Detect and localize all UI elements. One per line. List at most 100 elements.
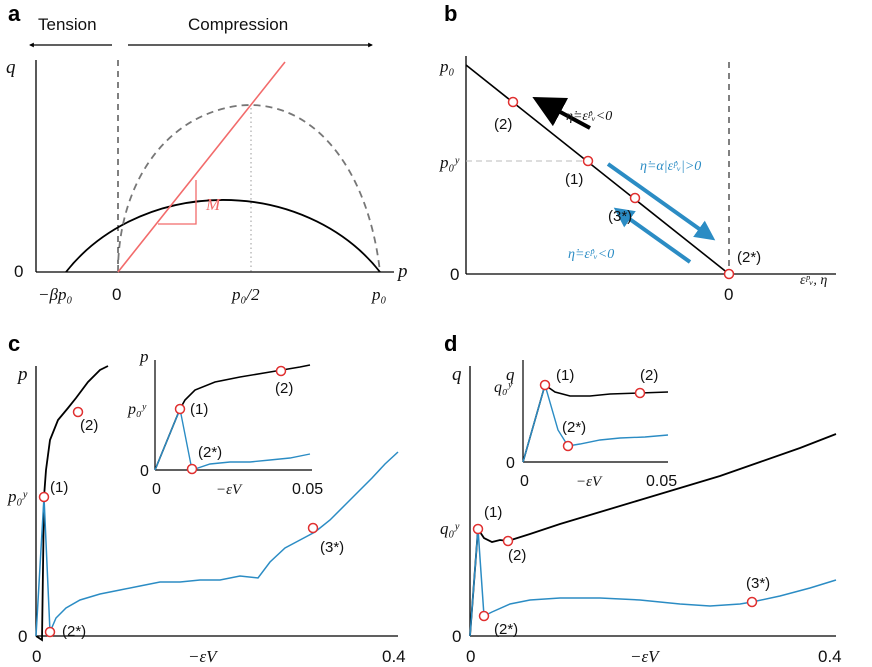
panel-c-point-2star: [44, 626, 56, 638]
panel-d-inset-label-1: (1): [556, 367, 574, 384]
panel-c-inset-ytick-py: p₀ʸ: [127, 401, 147, 418]
panel-d-inset-ytick-0: 0: [506, 455, 515, 472]
panel-b-point-1: [582, 155, 594, 167]
panel-b-ytick-0: 0: [450, 265, 459, 284]
panel-c-inset-undrained: [154, 406, 311, 471]
panel-b-label-3star: (3*): [608, 208, 632, 225]
panel-a-slope-label: M: [205, 195, 221, 214]
panel-c-label: c: [8, 331, 20, 356]
panel-d-ytick-qy: q₀ʸ: [440, 519, 460, 538]
panel-d-drained-line: [469, 433, 837, 637]
panel-d-xtick-0: 0: [466, 647, 475, 666]
panel-d-inset-label-2star: (2*): [562, 419, 586, 436]
panel-a-label: a: [8, 1, 21, 26]
panel-a-csl-line: [117, 61, 286, 273]
panel-d-label-3star: (3*): [746, 575, 770, 592]
panel-c-point-2: [72, 406, 84, 418]
panel-c-inset-ytick-0: 0: [140, 463, 149, 480]
panel-d-xtick-04: 0.4: [818, 647, 842, 666]
panel-a-slope-triangle: [158, 180, 197, 225]
panel-d-inset-xlabel: −εV: [576, 474, 603, 490]
panel-a-xtick-half: p₀/2: [231, 285, 260, 304]
panel-c-label-3star: (3*): [320, 539, 344, 556]
panel-a-xtick-0: 0: [112, 285, 121, 304]
panel-d-point-2: [502, 535, 514, 547]
panel-b-label-2: (2): [494, 116, 512, 133]
panel-a-origin-ellipse: [117, 104, 381, 273]
panel-b-point-2star: [723, 268, 735, 280]
panel-c-inset-xlabel: −εV: [216, 482, 243, 498]
panel-c-point-3star: [307, 522, 319, 534]
panel-a-ylabel: q: [6, 57, 16, 78]
panel-c-undrained-line: [35, 451, 399, 637]
panel-b-xlabel: εᵖᵥ, η: [800, 273, 827, 288]
panel-c-ytick-0: 0: [18, 627, 27, 646]
panel-d: d q q₀ʸ 0 0 0.4 −εV (1) (2) (2*) (3*) (1…: [440, 331, 842, 666]
panel-d-undrained-line: [469, 528, 837, 637]
compression-label: Compression: [188, 15, 288, 34]
panel-b-label: b: [444, 1, 457, 26]
panel-b-label-1: (1): [565, 171, 583, 188]
panel-c-inset-label-2: (2): [275, 380, 293, 397]
panel-b-label-2star: (2*): [737, 249, 761, 266]
panel-c-inset-point-2: [275, 365, 287, 377]
panel-d-label-1: (1): [484, 504, 502, 521]
panel-b: b (2) (1) (3*) (2*) η̇=ε̇ᵖᵥ<0 η̇=α|ε̇ᵖᵥ|…: [439, 1, 836, 304]
panel-d-inset-undrained: [522, 382, 669, 463]
panel-c-inset-label-2star: (2*): [198, 444, 222, 461]
panel-d-xlabel: −εV: [630, 647, 661, 666]
panel-b-arrow-up: [532, 96, 591, 130]
panel-c: c p p₀ʸ 0 0 0.4 −εV (1) (2) (2*) (3*) (1…: [7, 331, 406, 666]
panel-c-label-2star: (2*): [62, 623, 86, 640]
panel-c-xtick-04: 0.4: [382, 647, 406, 666]
panel-b-arrow-back: [613, 207, 692, 264]
panel-b-ytick-p0: p₀: [439, 57, 455, 76]
panel-b-xtick-0: 0: [724, 285, 733, 304]
panel-d-point-2star: [478, 610, 490, 622]
panel-b-point-3star: [629, 192, 641, 204]
panel-a: a Tension Compression M q p 0 −βp₀ 0 p₀/…: [6, 1, 408, 304]
panel-d-inset-point-2: [634, 387, 646, 399]
panel-b-point-2: [507, 96, 519, 108]
panel-a-yield-ellipse: [65, 199, 381, 273]
panel-d-label-2star: (2*): [494, 621, 518, 638]
tension-label: Tension: [38, 15, 97, 34]
panel-c-xtick-0: 0: [32, 647, 41, 666]
panel-c-drained-line: [35, 365, 109, 642]
panel-c-ylabel: p: [16, 364, 28, 385]
panel-a-xtick-p0: p₀: [371, 285, 387, 304]
panel-d-inset-ytick-qy: q₀ʸ: [494, 379, 513, 396]
panel-c-inset-ylabel: p: [139, 347, 149, 366]
panel-c-inset: (1) (2) (2*) p p₀ʸ 0 0 0.05 −εV: [127, 347, 323, 498]
panel-c-label-2: (2): [80, 417, 98, 434]
panel-d-inset-ylabel: q: [506, 365, 515, 384]
panel-d-label-2: (2): [508, 547, 526, 564]
panel-b-arrow-down: [606, 162, 716, 241]
panel-d-inset: (1) (2) (2*) q q₀ʸ 0 0 0.05 −εV: [494, 360, 677, 490]
panel-c-inset-xtick-005: 0.05: [292, 481, 323, 498]
panel-d-point-1: [472, 523, 484, 535]
panel-a-ytick-0: 0: [14, 262, 23, 281]
panel-d-label: d: [444, 331, 457, 356]
panel-c-inset-xtick-0: 0: [152, 481, 161, 498]
panel-d-ylabel: q: [452, 364, 462, 385]
panel-c-point-1: [38, 491, 50, 503]
panel-c-inset-label-1: (1): [190, 401, 208, 418]
panel-d-inset-label-2: (2): [640, 367, 658, 384]
panel-d-inset-xtick-0: 0: [520, 473, 529, 490]
panel-d-inset-point-2star: [562, 440, 574, 452]
panel-d-inset-drained: [522, 383, 669, 463]
panel-b-annot-black: η̇=ε̇ᵖᵥ<0: [566, 109, 612, 124]
panel-a-xlabel: p: [396, 261, 408, 282]
panel-d-inset-xtick-005: 0.05: [646, 473, 677, 490]
panel-c-inset-point-1: [174, 403, 186, 415]
panel-a-xtick-neg-beta: −βp₀: [38, 285, 72, 304]
panel-b-annot-blue-up: η̇=α|ε̇ᵖᵥ|>0: [640, 159, 701, 174]
panel-d-inset-point-1: [539, 379, 551, 391]
panel-c-xlabel: −εV: [188, 647, 219, 666]
panel-c-ytick-py: p₀ʸ: [7, 487, 28, 506]
panel-b-ytick-py: p₀ʸ: [439, 153, 460, 172]
panel-c-label-1: (1): [50, 479, 68, 496]
panel-c-inset-point-2star: [186, 463, 198, 475]
